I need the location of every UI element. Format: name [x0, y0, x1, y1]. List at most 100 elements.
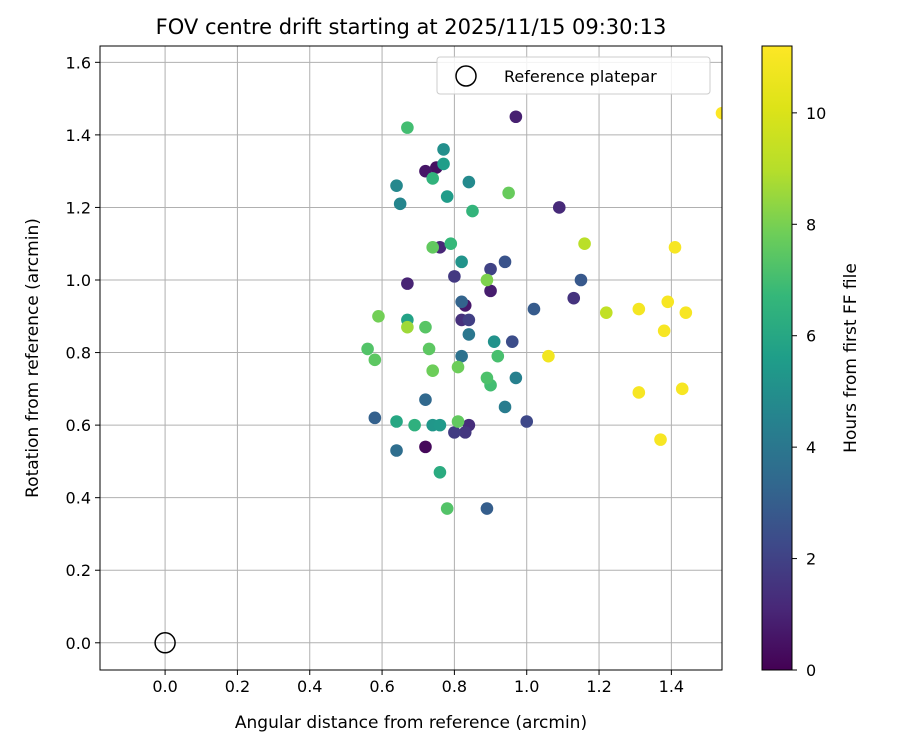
colorbar-tick-label: 10 [806, 104, 826, 123]
data-point [390, 444, 403, 457]
data-point [419, 393, 432, 407]
x-tick-label: 0.6 [369, 677, 394, 696]
data-point [498, 400, 512, 414]
data-point [401, 121, 414, 134]
data-point [455, 255, 468, 269]
data-point [520, 415, 534, 428]
x-tick-label: 0.8 [442, 677, 467, 696]
data-point [491, 349, 505, 363]
data-point [574, 273, 588, 287]
x-tick-label: 0.0 [152, 677, 177, 696]
data-point [390, 179, 403, 192]
data-point [440, 502, 454, 515]
data-point [723, 187, 736, 200]
data-point [426, 364, 439, 377]
data-point [458, 426, 472, 439]
data-point [440, 190, 454, 203]
data-point [433, 465, 447, 479]
data-point [408, 418, 421, 432]
y-tick-label: 0.8 [66, 344, 91, 363]
data-point [451, 415, 465, 428]
data-point [401, 277, 414, 290]
y-tick-label: 0.0 [66, 634, 91, 653]
data-point [372, 309, 385, 323]
data-point [426, 241, 439, 254]
data-point [361, 342, 374, 356]
data-point [426, 172, 439, 185]
y-tick-label: 0.4 [66, 489, 91, 508]
data-point [675, 382, 689, 396]
data-point [480, 502, 494, 515]
colorbar-tick-label: 6 [806, 327, 816, 346]
data-point [419, 440, 432, 454]
legend-box [436, 56, 711, 95]
y-tick-label: 1.4 [66, 126, 91, 145]
data-point [657, 324, 671, 338]
data-point [451, 360, 465, 374]
y-tick-label: 0.6 [66, 416, 91, 435]
colorbar-tick-label: 8 [806, 215, 816, 234]
x-tick-label: 0.4 [297, 677, 322, 696]
data-point [368, 353, 382, 367]
colorbar-ticks: 0 2 4 6 8 10 [792, 104, 826, 680]
data-point [654, 433, 667, 446]
data-point [368, 411, 382, 425]
data-point [437, 157, 450, 171]
data-point [437, 143, 450, 156]
reference-platepar-marker [154, 632, 176, 654]
data-point [542, 349, 555, 363]
data-point [502, 186, 515, 200]
data-point [480, 273, 494, 287]
x-tick-label: 0.2 [225, 677, 250, 696]
data-point [715, 106, 722, 120]
colorbar-tick-label: 2 [806, 550, 816, 569]
plot-frame [99, 45, 723, 671]
data-point [578, 237, 591, 251]
data-point [632, 386, 646, 399]
colorbar-tick-label: 4 [806, 438, 816, 457]
y-tick-label: 1.0 [66, 271, 91, 290]
data-point [422, 342, 436, 356]
y-tick-label: 0.2 [66, 561, 91, 580]
y-axis-ticks: 0.0 0.2 0.4 0.6 0.8 1.0 1.2 1.4 1.6 [66, 53, 100, 653]
data-point [448, 426, 461, 439]
data-point [484, 262, 497, 276]
data-point [509, 371, 523, 385]
data-point [419, 320, 432, 334]
data-point [455, 349, 468, 363]
data-point [567, 291, 581, 305]
data-point [527, 302, 541, 316]
data-point [462, 175, 476, 189]
legend-entry-reference-platepar: Reference platepar [504, 67, 657, 86]
data-point [444, 237, 458, 251]
data-point [632, 302, 646, 316]
data-point [487, 335, 501, 348]
x-axis-ticks: 0.0 0.2 0.4 0.6 0.8 1.0 1.2 1.4 [152, 670, 684, 696]
data-point [505, 335, 519, 348]
x-tick-label: 1.2 [586, 677, 611, 696]
data-point [552, 201, 566, 214]
colorbar-gradient [761, 45, 793, 671]
data-point [466, 204, 479, 218]
data-point [448, 270, 461, 283]
x-tick-label: 1.0 [514, 677, 539, 696]
data-point [390, 415, 403, 428]
reference-marker-layer [154, 632, 176, 654]
x-tick-label: 1.4 [659, 677, 684, 696]
data-point [462, 313, 476, 327]
chart-title: FOV centre drift starting at 2025/11/15 … [156, 15, 667, 39]
data-point [498, 255, 512, 269]
data-point [679, 306, 693, 319]
x-axis-label: Angular distance from reference (arcmin) [235, 713, 587, 733]
data-points [361, 106, 736, 515]
data-point [599, 306, 613, 319]
data-point [401, 320, 414, 334]
y-tick-label: 1.2 [66, 198, 91, 217]
y-axis-label: Rotation from reference (arcmin) [23, 218, 43, 498]
data-point [509, 110, 523, 124]
data-point [484, 284, 497, 298]
legend-reference-marker [455, 65, 477, 87]
data-point [393, 197, 407, 211]
data-point [433, 418, 447, 432]
